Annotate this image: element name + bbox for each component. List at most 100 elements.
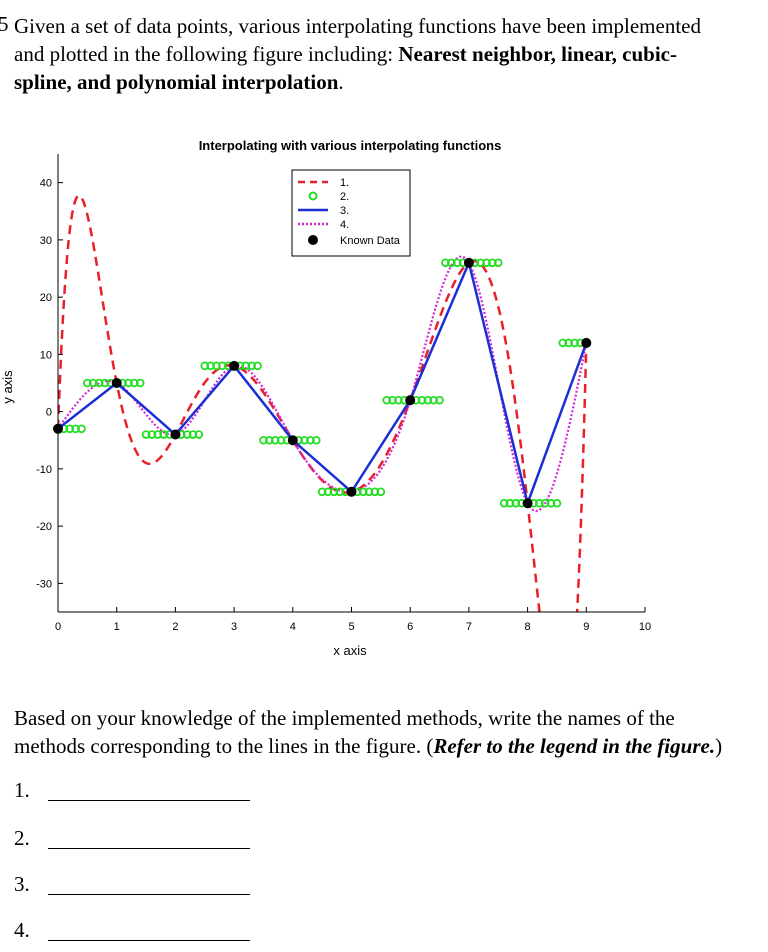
x-axis-label: x axis [333, 643, 367, 658]
series-2-point [218, 361, 227, 371]
series-2-point [423, 395, 433, 405]
legend-swatch-known-data [308, 235, 318, 245]
instruction-emphasis: Refer to the legend in the figure. [433, 734, 716, 758]
series-2-point [194, 430, 204, 439]
series-2-point [212, 361, 221, 371]
known-data-point [287, 435, 298, 446]
series-2-point [493, 258, 503, 268]
known-data-point [229, 360, 240, 371]
series-2-point [300, 435, 309, 445]
series-2-point [552, 498, 562, 508]
answer-blank-1[interactable] [48, 800, 250, 801]
series-2-point [505, 498, 515, 508]
y-axis-label: y axis [0, 370, 15, 404]
x-tick-label: 5 [348, 621, 354, 633]
known-data-point [111, 378, 122, 388]
legend-label-series-4: 4. [340, 219, 349, 231]
known-data-points [53, 257, 592, 509]
y-tick-label: 20 [40, 292, 52, 304]
known-data-point [581, 337, 592, 348]
series-2-point [247, 361, 257, 371]
series-2-point [511, 498, 521, 508]
chart-title: Interpolating with various interpolating… [199, 138, 502, 153]
interpolation-chart: Interpolating with various interpolating… [0, 138, 651, 658]
intro-text: Given a set of data points, various inte… [14, 14, 701, 66]
series-2-point [124, 378, 133, 388]
series-2-point [200, 361, 210, 371]
series-2-point [570, 338, 579, 348]
series-2-point [77, 424, 86, 434]
answer-slot-3: 3. [14, 872, 250, 902]
answer-blank-3[interactable] [48, 894, 250, 895]
x-tick-label: 3 [231, 621, 237, 633]
x-tick-label: 8 [525, 621, 531, 633]
y-tick-label: 10 [40, 349, 52, 361]
series-2-point [452, 258, 462, 268]
y-tick-label: -30 [36, 578, 52, 590]
intro-end: . [338, 70, 344, 94]
series-2-point [159, 430, 168, 439]
series-2-point [311, 435, 321, 445]
series-2-point [476, 258, 485, 268]
x-tick-label: 6 [407, 621, 413, 633]
series-2-point [394, 395, 403, 405]
known-data-point [522, 498, 533, 509]
series-2-point [241, 361, 251, 371]
answer-label: 4. [14, 918, 30, 942]
series-2-point [323, 487, 333, 497]
series-2-point [358, 487, 368, 497]
series-2-markers [58, 258, 591, 508]
series-2-point [147, 430, 157, 439]
answer-label: 1. [14, 778, 30, 802]
x-tick-label: 9 [583, 621, 589, 633]
series-2-point [558, 338, 568, 348]
question-intro: Given a set of data points, various inte… [14, 12, 734, 96]
x-tick-label: 0 [55, 621, 61, 633]
series-2-point [382, 395, 392, 405]
series-2-point [276, 435, 286, 445]
series-2-point [488, 258, 497, 268]
series-2-point [335, 487, 345, 497]
series-2-point [206, 361, 215, 371]
series-2-point [317, 487, 327, 497]
answer-label: 2. [14, 826, 30, 850]
clipped-curves [58, 194, 591, 612]
x-tick-label: 1 [114, 621, 120, 633]
series-2-point [564, 338, 573, 348]
answer-label: 3. [14, 872, 30, 896]
series-2-point [94, 378, 104, 388]
instruction-end: ) [715, 734, 723, 758]
known-data-point [346, 486, 357, 497]
series-2-point [329, 487, 339, 497]
x-tick-label: 7 [466, 621, 472, 633]
legend-label-series-2: 2. [340, 191, 349, 203]
known-data-point [405, 395, 416, 406]
series-2-point [376, 487, 386, 497]
series-2-point [364, 487, 374, 497]
chart-curves [53, 194, 592, 612]
known-data-point [170, 429, 181, 440]
legend-label-series-1: 1. [340, 177, 349, 189]
series-2-point [253, 361, 262, 371]
series-2-point [482, 258, 491, 268]
series-2-point [65, 424, 75, 434]
series-2-point [141, 430, 151, 439]
series-2-point [188, 430, 198, 439]
series-2-point [130, 378, 139, 388]
series-3-line [58, 258, 588, 508]
x-tick-label: 10 [639, 621, 651, 633]
chart-legend: 1. 2. 3. 4. Known Data [291, 169, 411, 257]
series-2-point [100, 378, 110, 388]
series-2-point [370, 487, 380, 497]
series-2-point [71, 424, 80, 434]
x-tick-label: 2 [172, 621, 178, 633]
y-tick-label: 30 [40, 235, 52, 247]
answer-slot-4: 4. [14, 918, 250, 948]
series-2-point [270, 435, 280, 445]
series-2-point [259, 435, 268, 445]
series-2-point [446, 258, 456, 268]
answer-blank-2[interactable] [48, 848, 250, 849]
series-2-point [265, 435, 274, 445]
question-number: 5 [0, 12, 9, 36]
answer-blank-4[interactable] [48, 940, 250, 941]
